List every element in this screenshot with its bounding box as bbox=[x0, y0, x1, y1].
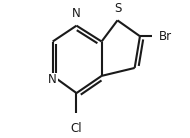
Text: Br: Br bbox=[159, 30, 172, 43]
Text: N: N bbox=[48, 73, 57, 86]
Text: Cl: Cl bbox=[71, 122, 82, 135]
Text: S: S bbox=[114, 2, 121, 15]
Text: N: N bbox=[72, 7, 81, 20]
